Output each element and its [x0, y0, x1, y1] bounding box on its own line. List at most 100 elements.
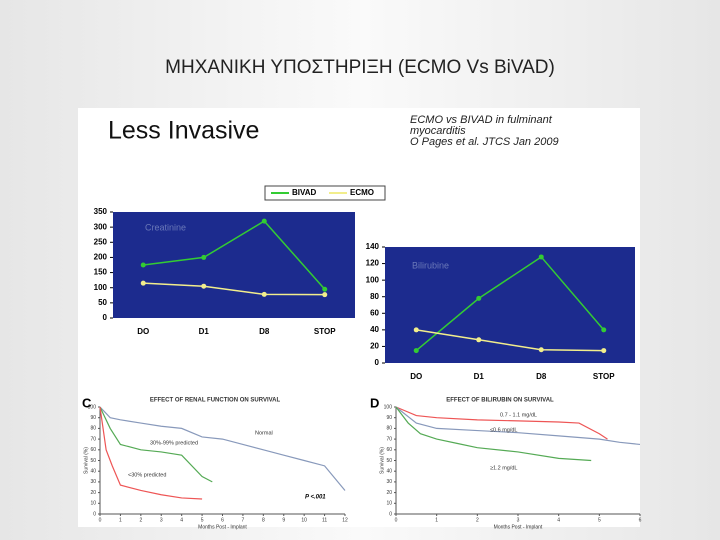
x-tick-label: 2 — [476, 517, 479, 523]
annotation: Creatinine — [145, 222, 186, 232]
survival-curve — [395, 406, 608, 440]
y-tick-label: 60 — [90, 447, 96, 453]
x-tick-label: D8 — [536, 372, 547, 381]
point-marker — [601, 327, 607, 333]
y-tick-label: 20 — [386, 490, 392, 496]
x-tick-label: D8 — [259, 327, 270, 336]
point-marker — [601, 348, 607, 354]
series-line — [416, 329, 604, 352]
panel-letter: C — [82, 395, 92, 410]
y-tick-label: 350 — [94, 207, 108, 216]
x-axis-label: Months Post - Implant — [198, 524, 247, 530]
point-marker — [140, 262, 146, 268]
survival-curve — [395, 406, 641, 446]
x-tick-label: 5 — [201, 517, 204, 523]
annotation: Bilirubine — [412, 260, 449, 270]
slide-title: ΜΗΧΑΝΙΚΗ ΥΠΟΣΤΗΡΙΞΗ (ECMO Vs BiVAD) — [165, 57, 555, 78]
y-tick-label: 10 — [386, 501, 392, 507]
point-marker — [538, 254, 544, 260]
y-tick-label: 140 — [366, 242, 380, 251]
x-tick-label: 6 — [221, 517, 224, 523]
y-tick-label: 80 — [370, 292, 379, 301]
y-tick-label: 0 — [389, 511, 392, 517]
series-line — [143, 282, 325, 296]
series-line — [143, 220, 326, 290]
panel-heading: Less Invasive — [108, 117, 259, 145]
point-marker — [322, 286, 328, 292]
point-marker — [538, 347, 544, 353]
point-marker — [140, 280, 146, 286]
y-tick-label: 70 — [386, 436, 392, 442]
legend-box — [264, 185, 386, 201]
legend-label: ECMO — [350, 188, 374, 197]
x-tick-label: 9 — [282, 517, 285, 523]
point-marker — [476, 295, 482, 301]
y-tick-label: 50 — [386, 458, 392, 464]
plot-area — [113, 212, 355, 318]
y-tick-label: 80 — [386, 426, 392, 432]
curve-label: Normal — [255, 430, 273, 436]
y-tick-label: 90 — [386, 415, 392, 421]
y-tick-label: 0 — [375, 358, 380, 367]
y-tick-label: 250 — [94, 237, 108, 246]
y-tick-label: 0 — [103, 313, 108, 322]
x-tick-label: STOP — [593, 372, 615, 381]
y-axis-label: Survival (%) — [379, 447, 385, 474]
x-tick-label: 12 — [342, 517, 348, 523]
y-tick-label: 20 — [90, 490, 96, 496]
legend-label: BIVAD — [292, 188, 317, 197]
x-tick-label: 2 — [139, 517, 142, 523]
curve-label: ≤0.6 mg/dL — [490, 427, 517, 433]
x-tick-label: 1 — [435, 517, 438, 523]
y-tick-label: 30 — [386, 479, 392, 485]
y-tick-label: 100 — [88, 404, 97, 410]
y-tick-label: 100 — [94, 283, 108, 292]
x-tick-label: 4 — [180, 517, 183, 523]
survival-curve — [99, 406, 213, 483]
x-tick-label: DO — [410, 372, 422, 381]
point-marker — [322, 292, 328, 298]
y-tick-label: 150 — [94, 268, 108, 277]
point-marker — [201, 254, 207, 260]
x-tick-label: 0 — [99, 517, 102, 523]
y-tick-label: 40 — [370, 325, 379, 334]
point-marker — [261, 291, 267, 297]
x-tick-label: 3 — [517, 517, 520, 523]
series-line — [415, 255, 605, 352]
x-tick-label: D1 — [199, 327, 210, 336]
survival-curve — [99, 406, 346, 491]
annotation: P <.001 — [305, 495, 326, 501]
x-tick-label: 3 — [160, 517, 163, 523]
y-tick-label: 100 — [384, 404, 393, 410]
x-axis-label: Months Post - Implant — [494, 524, 543, 530]
note: O Pages et al. JTCS Jan 2009 — [410, 136, 559, 148]
x-tick-label: DO — [137, 327, 149, 336]
panel-letter: D — [370, 395, 379, 410]
x-tick-label: 11 — [322, 517, 327, 523]
y-tick-label: 60 — [386, 447, 392, 453]
x-tick-label: 10 — [301, 517, 307, 523]
y-axis-label: Survival (%) — [83, 447, 89, 474]
chart-title: EFFECT OF BILIRUBIN ON SURVIVAL — [446, 398, 554, 404]
y-tick-label: 120 — [366, 259, 380, 268]
x-tick-label: 4 — [557, 517, 560, 523]
y-tick-label: 40 — [386, 469, 392, 475]
y-tick-label: 10 — [90, 501, 96, 507]
curve-label: <30% predicted — [128, 472, 166, 478]
y-tick-label: 50 — [98, 298, 107, 307]
survival-curve — [395, 406, 592, 462]
point-marker — [476, 337, 482, 343]
plot-area — [385, 247, 635, 363]
y-tick-label: 40 — [90, 469, 96, 475]
x-tick-label: 0 — [395, 517, 398, 523]
point-marker — [413, 348, 419, 354]
y-tick-label: 50 — [90, 458, 96, 464]
curve-label: ≥1.2 mg/dL — [490, 465, 517, 471]
survival-curve — [99, 406, 203, 500]
note: ECMO vs BIVAD in fulminant — [410, 114, 553, 126]
y-tick-label: 80 — [90, 426, 96, 432]
x-tick-label: 5 — [598, 517, 601, 523]
y-tick-label: 70 — [90, 436, 96, 442]
